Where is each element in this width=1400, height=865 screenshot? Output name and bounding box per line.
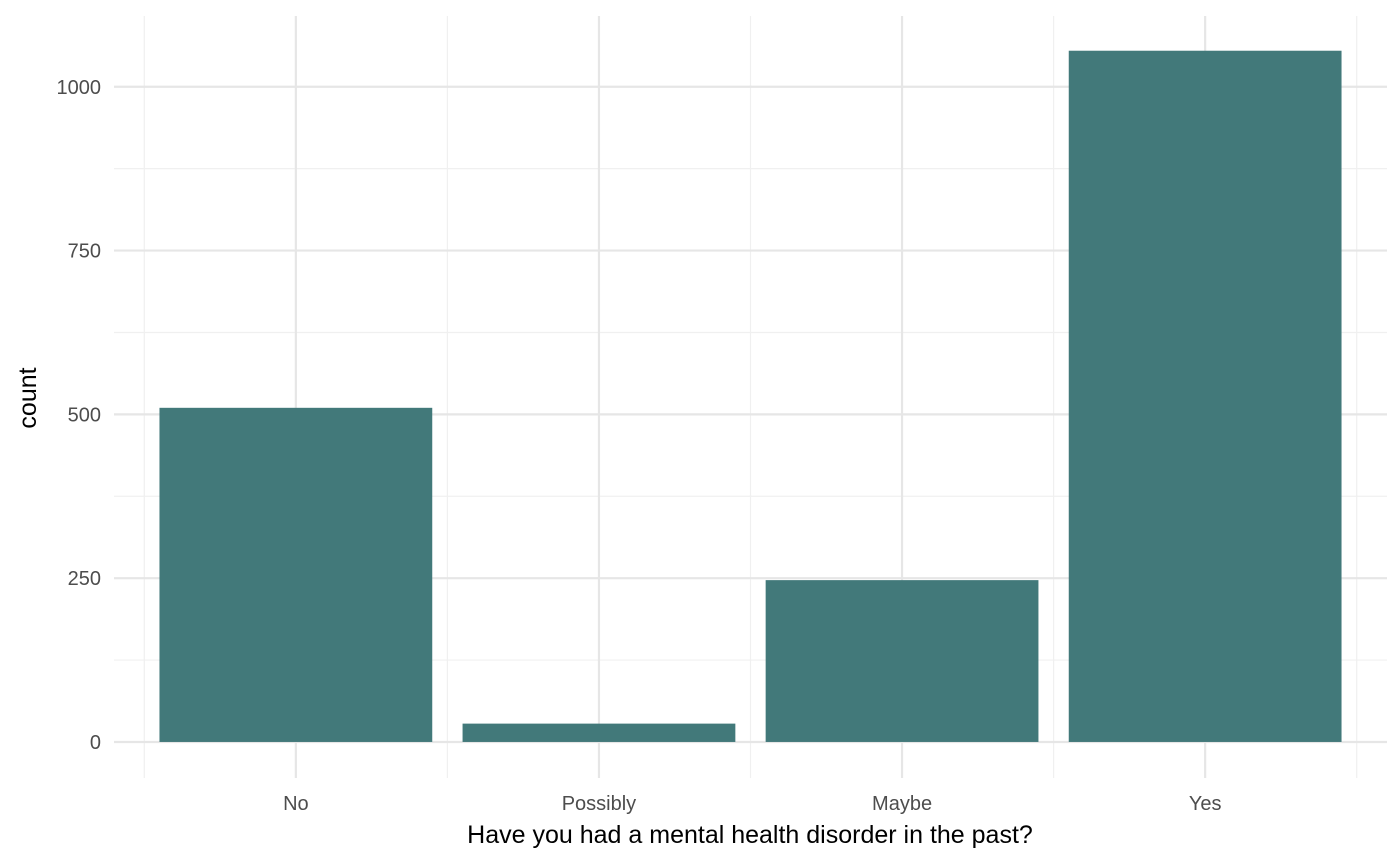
bar-possibly: [462, 723, 736, 742]
bar-no: [159, 407, 433, 742]
x-tick-label: Possibly: [562, 793, 636, 815]
y-tick-label: 750: [68, 241, 101, 263]
y-tick-label: 1000: [57, 77, 102, 99]
x-tick-labels: No Possibly Maybe Yes: [283, 793, 1221, 815]
y-axis-title: count: [14, 367, 42, 428]
y-tick-label: 250: [68, 568, 101, 590]
y-tick-labels: 0 250 500 750 1000: [57, 77, 102, 754]
x-axis-title: Have you had a mental health disorder in…: [467, 821, 1033, 849]
y-tick-label: 0: [90, 732, 101, 754]
x-tick-label: Yes: [1189, 793, 1222, 815]
bar-maybe: [765, 580, 1039, 742]
x-tick-label: Maybe: [872, 793, 932, 815]
bars: [159, 50, 1342, 742]
x-tick-label: No: [283, 793, 309, 815]
bar-yes: [1068, 50, 1342, 742]
y-tick-label: 500: [68, 404, 101, 426]
